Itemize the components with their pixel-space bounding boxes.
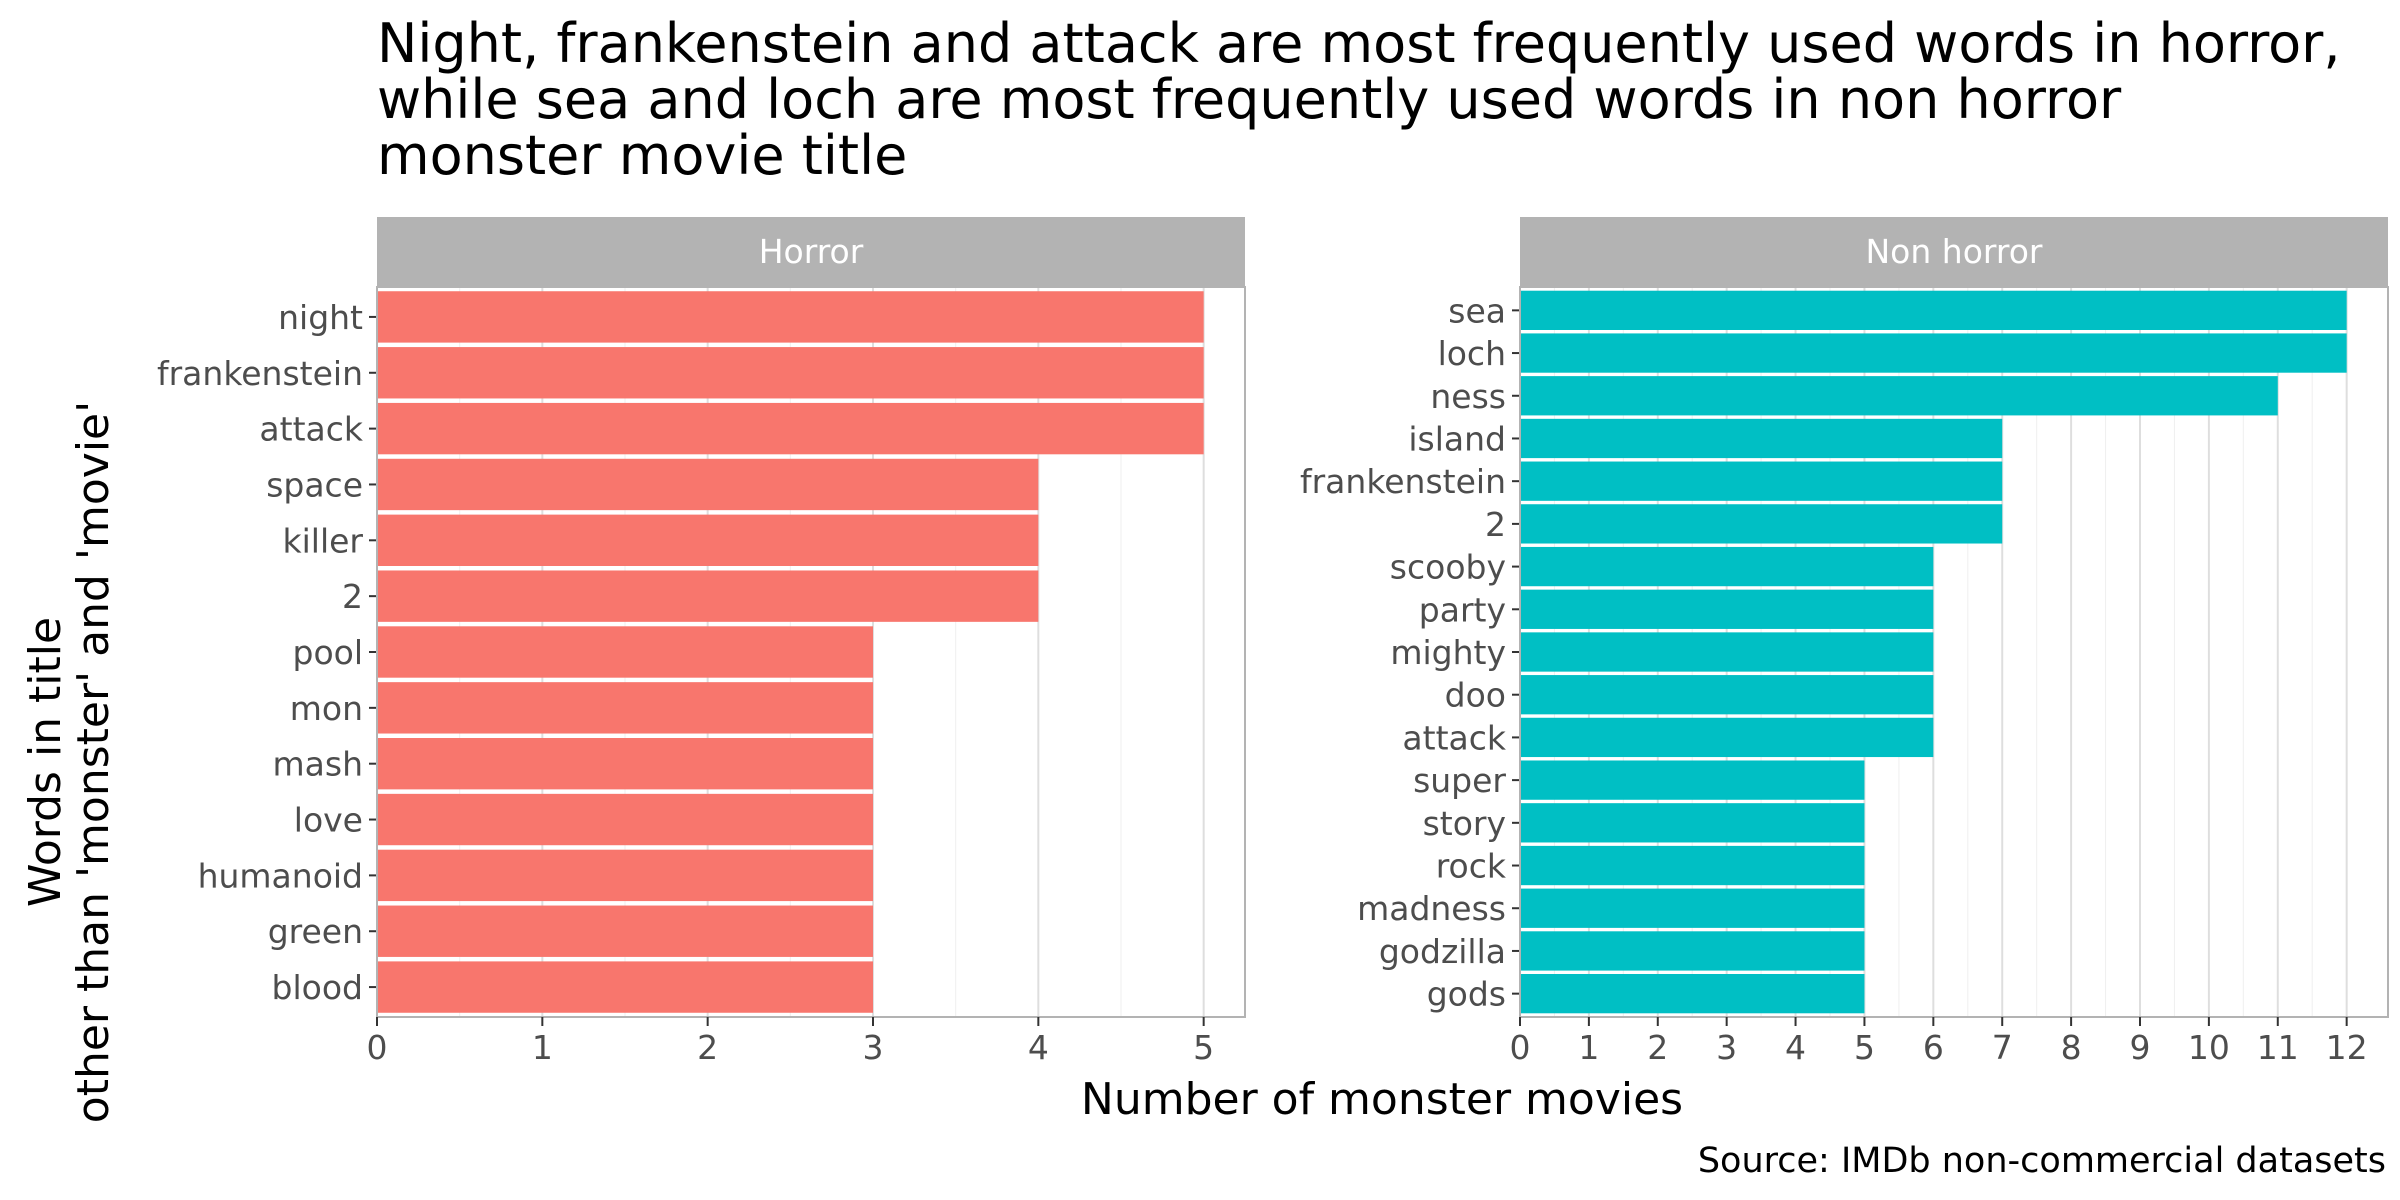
x-tick-label: 1 xyxy=(1578,1028,1599,1067)
panel-horror: Horror night frankenstein attack space killer… xyxy=(157,217,1246,1067)
x-tick-label: 2 xyxy=(697,1028,718,1067)
y-tick-label: mighty xyxy=(1390,633,1506,672)
title-line-2: while sea and loch are most frequently u… xyxy=(377,68,2122,131)
bar xyxy=(377,347,1204,399)
x-tick-label: 6 xyxy=(1923,1028,1944,1067)
y-tick-label: island xyxy=(1408,419,1506,458)
y-tick-label: loch xyxy=(1438,334,1506,373)
x-tick-label: 5 xyxy=(1854,1028,1875,1067)
bar xyxy=(1520,675,1934,715)
strip-non-horror xyxy=(1520,217,2388,287)
bar xyxy=(1520,589,1934,629)
y-tick-label: story xyxy=(1423,804,1506,843)
bar xyxy=(377,738,873,790)
bar xyxy=(377,514,1039,566)
y-tick-label: blood xyxy=(272,968,363,1007)
strip-label-horror: Horror xyxy=(759,232,864,271)
y-tick-label: scooby xyxy=(1390,548,1506,587)
y-tick-label: super xyxy=(1413,761,1506,800)
x-axis-title: Number of monster movies xyxy=(1081,1074,1683,1125)
panel-border xyxy=(376,286,1246,1018)
bar xyxy=(1520,504,2003,544)
y-tick-label: 2 xyxy=(342,577,363,616)
y-tick-label: humanoid xyxy=(198,856,363,895)
bar xyxy=(1520,803,1865,843)
y-tick-label: love xyxy=(294,801,363,840)
bar xyxy=(1520,461,2003,501)
bar xyxy=(377,682,873,734)
bar xyxy=(1520,632,1934,672)
bar xyxy=(1520,931,1865,971)
y-tick-label: attack xyxy=(1402,718,1506,757)
title-line-3: monster movie title xyxy=(377,124,907,187)
y-tick-label: pool xyxy=(293,633,364,672)
strip-horror xyxy=(377,217,1245,287)
x-tick-label: 3 xyxy=(863,1028,884,1067)
y-tick-label: attack xyxy=(259,410,363,449)
y-tick-label: night xyxy=(278,298,363,337)
y-tick-label: rock xyxy=(1436,847,1507,886)
x-tick-label: 12 xyxy=(2326,1028,2368,1067)
y-tick-label: sea xyxy=(1448,291,1506,330)
x-tick-label: 4 xyxy=(1028,1028,1049,1067)
y-tick-label: godzilla xyxy=(1379,932,1506,971)
chart-title: Night, frankenstein and attack are most … xyxy=(377,12,2341,187)
y-tick-label: frankenstein xyxy=(1300,462,1506,501)
x-tick-label: 11 xyxy=(2257,1028,2299,1067)
bar xyxy=(377,626,873,678)
y-tick-label: green xyxy=(268,912,363,951)
y-tick-label: mon xyxy=(290,689,363,728)
panels: Horror night frankenstein attack space killer… xyxy=(157,217,2389,1067)
bar xyxy=(1520,376,2278,416)
bar xyxy=(377,458,1039,511)
bar xyxy=(1520,845,1865,886)
bar xyxy=(1520,418,2003,459)
y-tick-label: ness xyxy=(1430,377,1506,416)
y-tick-label: space xyxy=(266,465,363,504)
strip-label-non-horror: Non horror xyxy=(1866,232,2043,271)
x-tick-label: 9 xyxy=(2130,1028,2151,1067)
y-tick-label: 2 xyxy=(1485,505,1506,544)
bar xyxy=(377,849,873,902)
y-tick-label: party xyxy=(1419,590,1506,629)
caption: Source: IMDb non-commercial datasets xyxy=(1698,1141,2386,1181)
y-tick-label: frankenstein xyxy=(157,354,363,393)
bar xyxy=(1520,717,1934,758)
x-tick-label: 8 xyxy=(2061,1028,2082,1067)
y-axis-title-line-1: Words in title xyxy=(20,617,71,907)
bar xyxy=(1520,760,1865,800)
x-tick-label: 2 xyxy=(1647,1028,1668,1067)
panel-border xyxy=(1519,286,2389,1018)
bar xyxy=(377,961,873,1013)
x-tick-label: 0 xyxy=(367,1028,388,1067)
bar xyxy=(377,291,1204,343)
x-tick-label: 5 xyxy=(1193,1028,1214,1067)
bar xyxy=(377,793,873,846)
y-axis-title: Words in title other than 'monster' and … xyxy=(20,401,119,1123)
bar xyxy=(1520,290,2347,330)
bar xyxy=(377,570,1039,622)
x-tick-label: 0 xyxy=(1510,1028,1531,1067)
bar xyxy=(377,402,1204,455)
x-tick-label: 10 xyxy=(2188,1028,2230,1067)
y-tick-label: madness xyxy=(1357,889,1506,928)
bar xyxy=(1520,333,2347,373)
y-tick-label: mash xyxy=(273,745,363,784)
y-tick-label: doo xyxy=(1445,676,1506,715)
y-axis-title-line-2: other than 'monster' and 'movie' xyxy=(68,401,119,1123)
bar xyxy=(1520,888,1865,928)
x-tick-label: 7 xyxy=(1992,1028,2013,1067)
y-tick-label: killer xyxy=(283,521,364,560)
title-line-1: Night, frankenstein and attack are most … xyxy=(377,12,2341,75)
bar xyxy=(377,905,873,957)
x-tick-label: 3 xyxy=(1716,1028,1737,1067)
x-tick-label: 4 xyxy=(1785,1028,1806,1067)
bar xyxy=(1520,546,1934,587)
x-tick-label: 1 xyxy=(532,1028,553,1067)
bar xyxy=(1520,974,1865,1014)
y-tick-label: gods xyxy=(1427,975,1506,1014)
